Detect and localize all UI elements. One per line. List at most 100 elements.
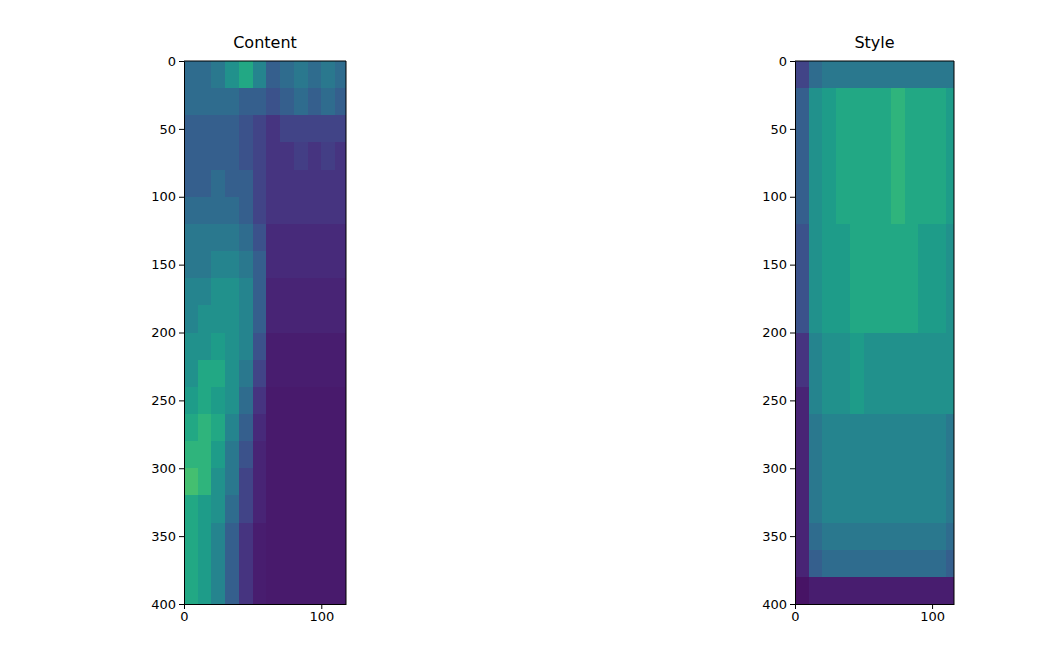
heatmap-cell xyxy=(932,88,946,116)
heatmap-cell xyxy=(946,197,954,225)
heatmap-cell xyxy=(294,61,308,89)
heatmap-cell xyxy=(211,495,225,523)
heatmap-cell xyxy=(809,61,823,89)
heatmap-cell xyxy=(335,360,346,388)
heatmap-cell xyxy=(294,333,308,361)
heatmap-cell xyxy=(905,115,919,143)
heatmap-cell xyxy=(864,387,878,415)
y-tick-mark xyxy=(790,197,795,198)
heatmap-cell xyxy=(294,278,308,306)
heatmap-cell xyxy=(280,387,294,415)
heatmap-cell xyxy=(198,170,212,198)
heatmap-cell xyxy=(905,88,919,116)
heatmap-cell xyxy=(891,414,905,442)
y-tick: 150 xyxy=(762,257,795,272)
heatmap-cell xyxy=(280,278,294,306)
heatmap-cell xyxy=(918,387,932,415)
heatmap-cell xyxy=(795,61,809,89)
heatmap-cell xyxy=(877,495,891,523)
heatmap-cell xyxy=(891,88,905,116)
heatmap-cell xyxy=(918,441,932,469)
x-tick-label: 0 xyxy=(180,609,188,624)
heatmap-cell xyxy=(239,523,253,551)
y-tick: 100 xyxy=(151,189,184,204)
heatmap-cell xyxy=(280,305,294,333)
heatmap-cell xyxy=(836,387,850,415)
heatmap-cell xyxy=(905,142,919,170)
heatmap-cell xyxy=(335,88,346,116)
heatmap-cell xyxy=(850,523,864,551)
heatmap-cell xyxy=(891,550,905,578)
x-tick: 100 xyxy=(920,604,945,624)
heatmap-cell xyxy=(321,414,335,442)
heatmap-cell xyxy=(795,197,809,225)
heatmap-cell xyxy=(877,224,891,252)
y-tick-label: 250 xyxy=(762,393,787,408)
y-axis-line xyxy=(184,62,185,605)
heatmap-cell xyxy=(225,251,239,279)
heatmap-cell xyxy=(211,550,225,578)
heatmap-cell xyxy=(891,387,905,415)
heatmap-cell xyxy=(795,523,809,551)
heatmap-cell xyxy=(850,197,864,225)
heatmap-cell xyxy=(294,115,308,143)
heatmap-cell xyxy=(822,115,836,143)
heatmap-cell xyxy=(877,142,891,170)
y-tick-label: 0 xyxy=(168,54,176,69)
heatmap-cell xyxy=(891,224,905,252)
heatmap-cell xyxy=(253,197,267,225)
heatmap-cell xyxy=(198,550,212,578)
heatmap-cell xyxy=(308,142,322,170)
heatmap-cell xyxy=(836,495,850,523)
heatmap-cell xyxy=(905,170,919,198)
heatmap-cell xyxy=(335,333,346,361)
heatmap-cell xyxy=(266,550,280,578)
heatmap-cell xyxy=(294,550,308,578)
heatmap-cell xyxy=(932,170,946,198)
y-tick-label: 150 xyxy=(151,257,176,272)
heatmap-cell xyxy=(795,115,809,143)
heatmap-cell xyxy=(280,170,294,198)
heatmap-cell xyxy=(266,414,280,442)
y-tick-label: 350 xyxy=(762,529,787,544)
heatmap-cell xyxy=(211,115,225,143)
heatmap-cell xyxy=(795,360,809,388)
heatmap-cell xyxy=(211,305,225,333)
heatmap-cell xyxy=(795,333,809,361)
heatmap-cell xyxy=(294,523,308,551)
heatmap-cell xyxy=(891,468,905,496)
heatmap-cell xyxy=(184,414,198,442)
heatmap-cell xyxy=(198,115,212,143)
heatmap-cell xyxy=(184,305,198,333)
heatmap-cell xyxy=(184,197,198,225)
heatmap-cell xyxy=(294,360,308,388)
heatmap-cell xyxy=(211,360,225,388)
heatmap-cell xyxy=(239,197,253,225)
heatmap-cell xyxy=(308,550,322,578)
heatmap-cell xyxy=(253,577,267,604)
heatmap-cell xyxy=(266,278,280,306)
heatmap-cell xyxy=(918,468,932,496)
heatmap-cell xyxy=(335,61,346,89)
heatmap-cell xyxy=(239,468,253,496)
y-tick: 250 xyxy=(762,393,795,408)
heatmap-cell xyxy=(932,305,946,333)
heatmap-cells xyxy=(795,61,954,604)
heatmap-cell xyxy=(280,61,294,89)
heatmap-cell xyxy=(266,333,280,361)
heatmap-cell xyxy=(905,577,919,604)
heatmap-cell xyxy=(253,441,267,469)
heatmap-cell xyxy=(211,251,225,279)
heatmap-cell xyxy=(877,523,891,551)
heatmap-cell xyxy=(253,61,267,89)
y-tick-mark xyxy=(179,400,184,401)
panel: 0100050100150200250300350400Style xyxy=(762,33,960,624)
heatmap-cell xyxy=(850,550,864,578)
heatmap-cell xyxy=(184,360,198,388)
y-tick-mark xyxy=(790,604,795,605)
heatmap-cell xyxy=(253,142,267,170)
heatmap-cell xyxy=(211,441,225,469)
heatmap-cell xyxy=(225,360,239,388)
heatmap-cell xyxy=(836,441,850,469)
heatmap-cell xyxy=(946,468,954,496)
